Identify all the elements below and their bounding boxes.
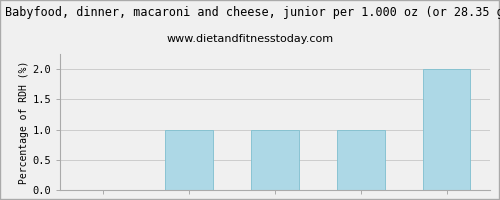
- Bar: [423, 69, 470, 190]
- Bar: [252, 130, 298, 190]
- Text: Babyfood, dinner, macaroni and cheese, junior per 1.000 oz (or 28.35 g): Babyfood, dinner, macaroni and cheese, j…: [5, 6, 500, 19]
- Text: www.dietandfitnesstoday.com: www.dietandfitnesstoday.com: [166, 34, 334, 44]
- Bar: [338, 130, 384, 190]
- Y-axis label: Percentage of RDH (%): Percentage of RDH (%): [20, 60, 30, 184]
- Bar: [166, 130, 212, 190]
